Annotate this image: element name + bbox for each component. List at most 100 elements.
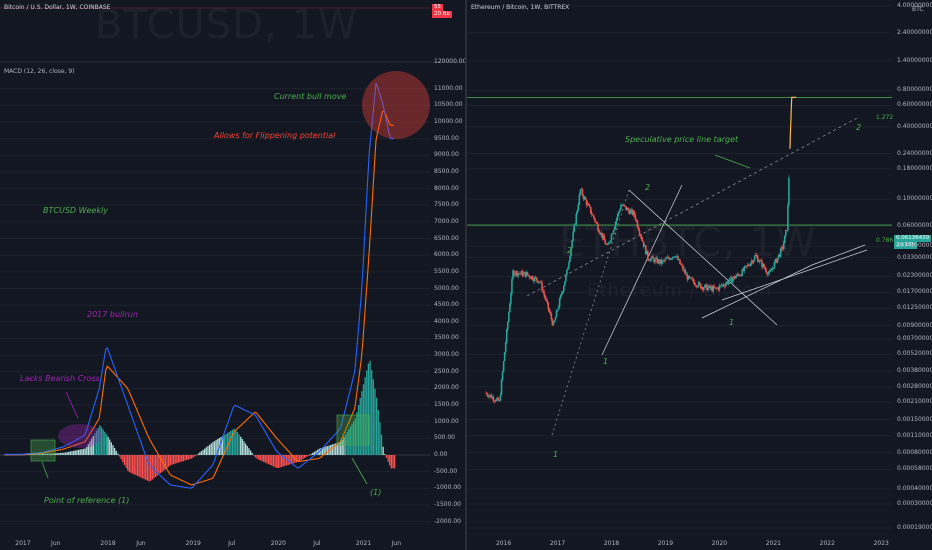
- candle-body: [513, 270, 515, 276]
- right-y-tick: 0.00019000: [897, 524, 932, 531]
- left-y-tick: 0.00: [434, 451, 448, 458]
- ethbtc-price-tag: 0.06136439: [894, 235, 932, 242]
- candle-body: [602, 235, 605, 239]
- candle-body: [764, 267, 766, 270]
- histogram-bar: [50, 453, 52, 455]
- histogram-bar: [276, 455, 278, 469]
- price-tag-top: 55: [432, 4, 443, 11]
- histogram-bar: [140, 455, 142, 478]
- histogram-bar: [141, 455, 144, 479]
- undefined: Jun: [136, 540, 146, 547]
- candle-body: [583, 197, 586, 199]
- left-y-tick: 5500.00: [434, 267, 459, 275]
- histogram-bar: [190, 455, 193, 459]
- candle-body: [503, 352, 506, 362]
- right-y-tick: 1.40000000: [897, 57, 932, 65]
- histogram-bar: [100, 427, 103, 455]
- candle-body: [557, 306, 560, 310]
- candle-body: [601, 232, 603, 239]
- histogram-bar: [28, 454, 31, 456]
- candle-body: [688, 275, 691, 278]
- histogram-bar: [274, 455, 276, 468]
- histogram-bar: [199, 452, 201, 455]
- candle-body: [732, 278, 734, 283]
- candle-body: [582, 195, 585, 199]
- candle-body: [593, 215, 595, 219]
- right-y-tick: 0.18000000: [897, 164, 932, 172]
- candle-body: [615, 218, 618, 222]
- candle-body: [528, 275, 531, 278]
- panel-divider[interactable]: [465, 0, 467, 550]
- candle-body: [575, 213, 578, 225]
- histogram-bar: [389, 455, 391, 466]
- candle-body: [771, 268, 774, 271]
- candle-body: [510, 293, 512, 304]
- histogram-bar: [181, 455, 183, 462]
- histogram-bar: [120, 455, 122, 460]
- histogram-bar: [320, 448, 322, 455]
- candle-body: [485, 392, 487, 394]
- candle-body: [555, 310, 558, 318]
- candle-body: [492, 396, 495, 401]
- candle-body: [629, 210, 631, 214]
- candle-body: [664, 258, 667, 261]
- candle-body: [569, 256, 571, 262]
- histogram-bar: [66, 452, 68, 455]
- arrow-bearish-cross: [65, 391, 79, 419]
- left-y-tick: 2500.00: [434, 367, 459, 375]
- candle-body: [727, 281, 730, 284]
- candle-body: [640, 235, 643, 240]
- candle-body: [532, 280, 535, 282]
- right-y-tick: 0.00380000: [897, 366, 932, 374]
- histogram-bar: [192, 455, 194, 458]
- candle-body: [644, 245, 647, 255]
- annotation-wave-1-mid: 1: [603, 357, 609, 366]
- histogram-bar: [254, 455, 257, 458]
- candle-body: [700, 287, 703, 289]
- right-y-tick: 0.00900000: [897, 321, 932, 329]
- left-y-tick: 10500.00: [434, 101, 463, 109]
- candle-body: [741, 269, 744, 276]
- candle-body: [693, 281, 696, 285]
- left-y-tick: 9500.00: [434, 134, 459, 142]
- candle-body: [489, 394, 491, 396]
- candle-body: [652, 256, 654, 259]
- histogram-bar: [109, 439, 111, 455]
- histogram-bar: [105, 434, 108, 455]
- histogram-bar: [64, 452, 67, 455]
- candle-body: [650, 258, 652, 261]
- candle-body: [566, 269, 568, 275]
- candle-body: [491, 396, 494, 399]
- right-symbol-header[interactable]: Ethereum / Bitcoin, 1W, BITTREX: [471, 4, 570, 11]
- histogram-bar: [79, 449, 81, 455]
- candle-body: [597, 223, 599, 231]
- histogram-bar: [81, 449, 83, 455]
- histogram-bar: [243, 441, 245, 455]
- histogram-bar: [146, 455, 149, 481]
- annotation-current-bull-move: Current bull move: [274, 92, 347, 101]
- candle-body: [530, 276, 533, 279]
- candle-body: [709, 285, 711, 289]
- candle-body: [638, 230, 641, 235]
- btcusd-macd-panel[interactable]: BTCUSD, 1W Bitcoin / U.S. Dollar, 1W, CO…: [0, 0, 466, 550]
- candle-body: [759, 260, 761, 262]
- candle-body: [499, 394, 502, 401]
- histogram-bar: [222, 435, 224, 455]
- left-symbol-header[interactable]: Bitcoin / U.S. Dollar, 1W, COINBASE: [4, 4, 111, 11]
- candle-body: [734, 276, 736, 279]
- histogram-bar: [341, 440, 343, 455]
- candle-body: [775, 259, 778, 263]
- candle-body: [657, 259, 660, 264]
- histogram-bar: [74, 450, 76, 455]
- ethbtc-panel[interactable]: ETHBTC, 1W Ethereum / Bitcoin Ethereum /…: [467, 0, 932, 550]
- right-y-tick: 0.10000000: [897, 195, 932, 203]
- candle-body: [686, 273, 689, 280]
- candle-body: [634, 215, 637, 220]
- candle-body: [539, 281, 541, 283]
- candle-body: [619, 209, 621, 212]
- right-y-tick: 0.04100000: [897, 242, 932, 250]
- macd-indicator-label[interactable]: MACD (12, 26, close, 9): [4, 68, 75, 75]
- histogram-bar: [315, 450, 317, 455]
- candle-body: [724, 283, 727, 287]
- ethbtc-projection-line: [789, 96, 797, 149]
